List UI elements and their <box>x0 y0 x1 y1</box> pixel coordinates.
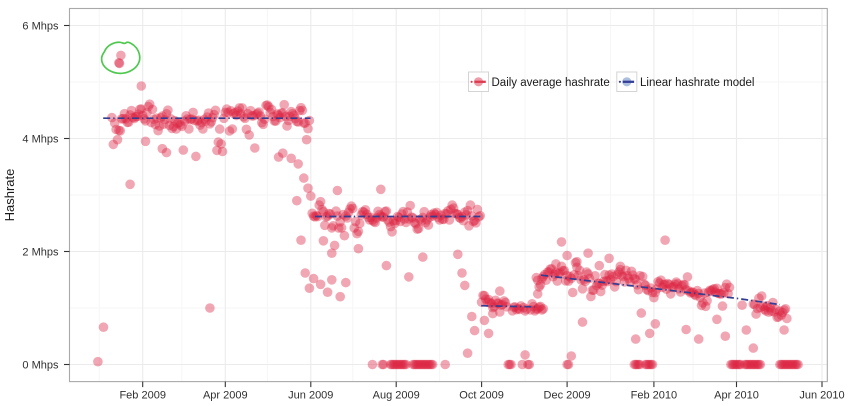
svg-text:Aug 2009: Aug 2009 <box>373 389 420 401</box>
svg-text:Dec 2009: Dec 2009 <box>544 389 591 401</box>
svg-text:2 Mhps: 2 Mhps <box>22 246 59 258</box>
svg-text:Apr 2010: Apr 2010 <box>714 389 759 401</box>
svg-text:Jun 2010: Jun 2010 <box>799 389 844 401</box>
svg-text:Hashrate: Hashrate <box>2 169 17 222</box>
svg-text:0 Mhps: 0 Mhps <box>22 359 59 371</box>
svg-text:Jun 2009: Jun 2009 <box>288 389 333 401</box>
svg-text:6 Mhps: 6 Mhps <box>22 20 59 32</box>
svg-text:Feb 2010: Feb 2010 <box>631 389 677 401</box>
svg-text:Apr 2009: Apr 2009 <box>203 389 248 401</box>
svg-text:4 Mhps: 4 Mhps <box>22 133 59 145</box>
svg-text:Oct 2009: Oct 2009 <box>459 389 504 401</box>
svg-text:Linear hashrate model: Linear hashrate model <box>640 77 754 89</box>
svg-text:Feb 2009: Feb 2009 <box>119 389 165 401</box>
svg-text:Daily average hashrate: Daily average hashrate <box>492 77 610 89</box>
